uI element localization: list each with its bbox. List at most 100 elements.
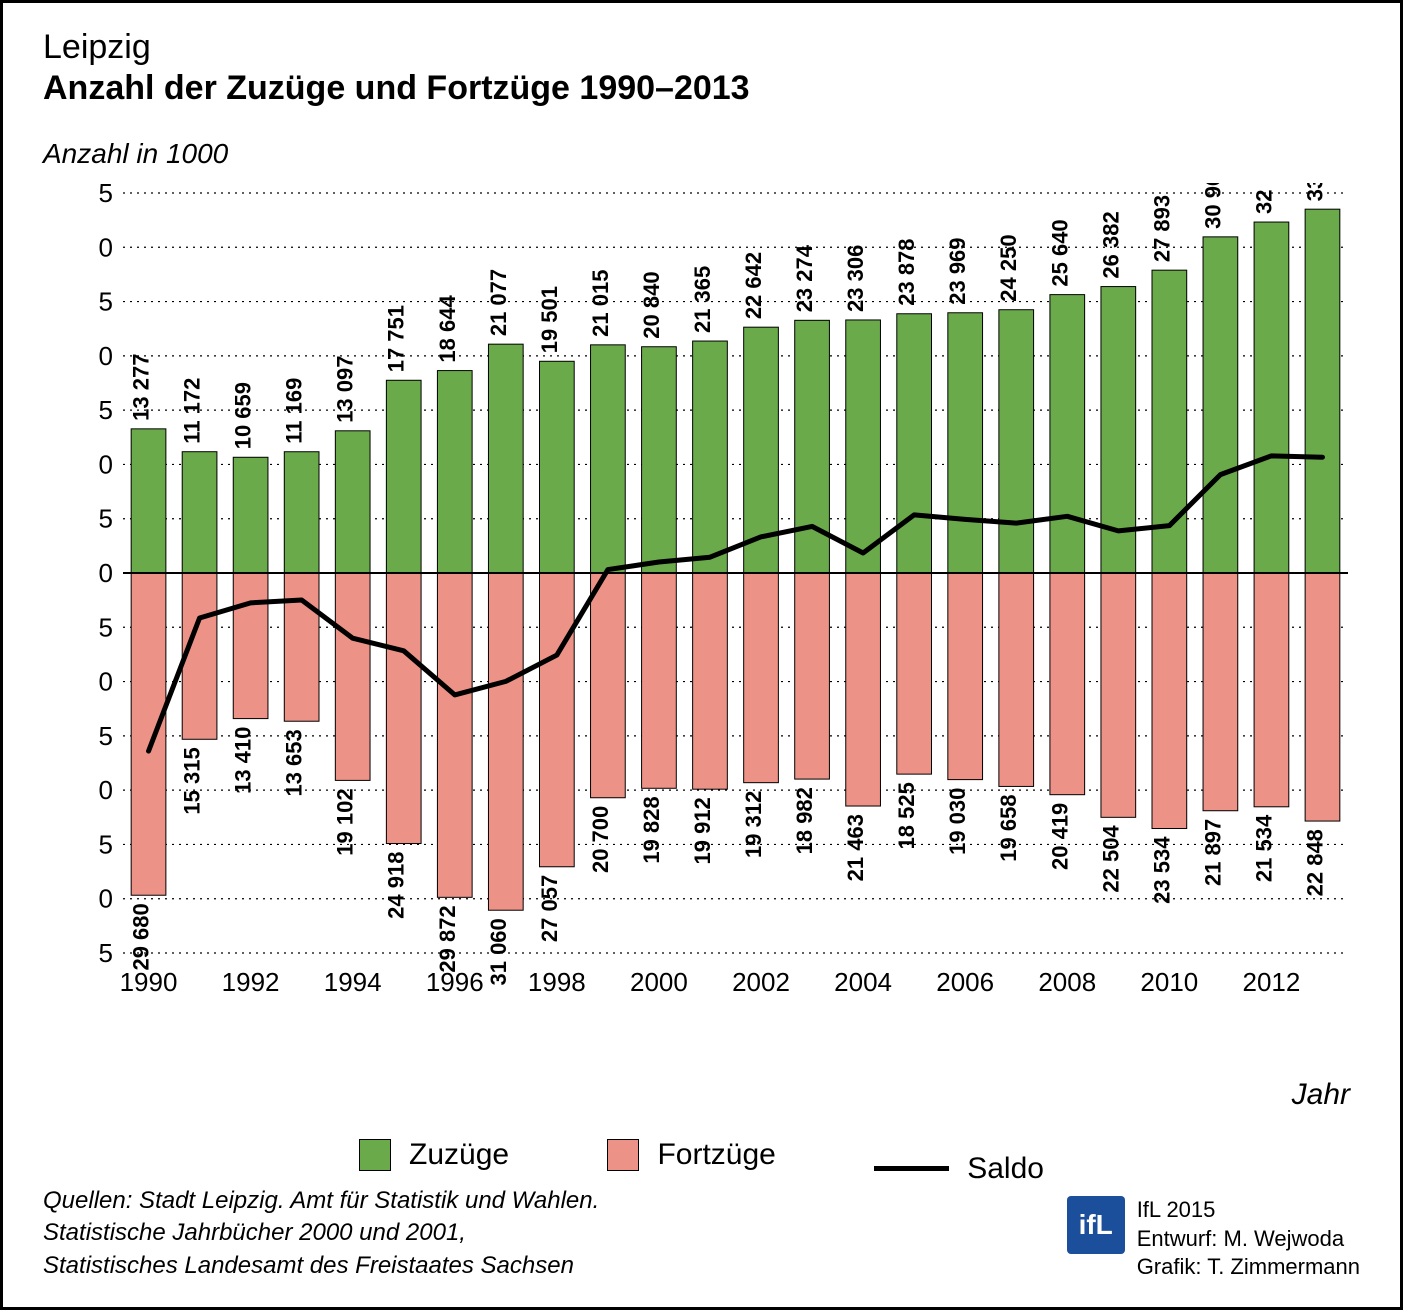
svg-text:19 312: 19 312 [741,791,766,858]
svg-text:10: 10 [98,449,113,479]
svg-text:29 872: 29 872 [435,905,460,972]
swatch-fortzuege [607,1139,639,1171]
svg-text:22 848: 22 848 [1302,829,1327,896]
plot-area: 13 277 29 680 11 172 15 315 10 659 13 410 11 1… [98,183,1358,1003]
svg-text:23 274: 23 274 [792,244,817,312]
svg-text:19 828: 19 828 [639,796,664,863]
credit-design: Entwurf: M. Wejwoda [1137,1225,1360,1254]
svg-text:18 982: 18 982 [792,787,817,854]
svg-text:22 504: 22 504 [1098,825,1123,893]
svg-text:21 897: 21 897 [1200,819,1225,886]
x-axis-title: Jahr [1292,1078,1350,1112]
svg-text:33 510: 33 510 [1302,183,1327,201]
svg-text:32 325: 32 325 [1251,183,1276,214]
chart-svg: 13 277 29 680 11 172 15 315 10 659 13 410 11 1… [98,183,1358,1003]
svg-text:19 912: 19 912 [690,797,715,864]
svg-text:27 893: 27 893 [1149,195,1174,262]
swatch-zuzuege [359,1139,391,1171]
svg-text:13 277: 13 277 [129,354,154,421]
svg-text:2006: 2006 [936,967,994,997]
svg-text:5: 5 [99,504,113,534]
svg-text:35: 35 [98,183,113,208]
source-line-3: Statistisches Landesamt des Freistaates … [43,1250,599,1282]
svg-text:21 463: 21 463 [843,814,868,881]
svg-text:-25: -25 [98,829,113,859]
svg-text:0: 0 [99,558,113,588]
credit-block: ifL IfL 2015 Entwurf: M. Wejwoda Grafik:… [1067,1196,1360,1282]
source-citation: Quellen: Stadt Leipzig. Amt für Statisti… [43,1185,599,1282]
title-block: Leipzig Anzahl der Zuzüge und Fortzüge 1… [43,28,750,108]
svg-text:19 658: 19 658 [996,794,1021,861]
legend-label-fortzuege: Fortzüge [657,1138,775,1172]
svg-text:21 534: 21 534 [1251,814,1276,882]
svg-text:2012: 2012 [1243,967,1301,997]
svg-text:23 534: 23 534 [1149,836,1174,904]
svg-text:15 315: 15 315 [180,747,205,814]
svg-text:27 057: 27 057 [537,875,562,942]
svg-text:22 642: 22 642 [741,252,766,319]
svg-text:-10: -10 [98,667,113,697]
chart-title: Anzahl der Zuzüge und Fortzüge 1990–2013 [43,69,750,108]
svg-text:-30: -30 [98,884,113,914]
svg-text:2010: 2010 [1140,967,1198,997]
svg-text:13 653: 13 653 [282,729,307,796]
svg-text:2008: 2008 [1038,967,1096,997]
svg-text:23 306: 23 306 [843,245,868,312]
svg-text:30 961: 30 961 [1200,183,1225,229]
svg-text:1990: 1990 [120,967,178,997]
svg-text:-35: -35 [98,938,113,968]
svg-text:20 419: 20 419 [1047,803,1072,870]
svg-text:26 382: 26 382 [1098,211,1123,278]
svg-text:20 840: 20 840 [639,271,664,338]
svg-text:21 015: 21 015 [588,270,613,337]
svg-text:10 659: 10 659 [231,382,256,449]
svg-text:24 918: 24 918 [384,852,409,919]
svg-text:25 640: 25 640 [1047,219,1072,286]
swatch-saldo-line [874,1166,949,1171]
source-line-2: Statistische Jahrbücher 2000 und 2001, [43,1217,599,1249]
svg-text:1992: 1992 [222,967,280,997]
svg-text:20 700: 20 700 [588,806,613,873]
ifl-logo: ifL [1067,1196,1125,1254]
legend-label-saldo: Saldo [967,1152,1044,1186]
svg-text:23 878: 23 878 [894,238,919,305]
y-axis-title: Anzahl in 1000 [43,138,228,170]
svg-text:11 172: 11 172 [180,378,205,444]
svg-text:2000: 2000 [630,967,688,997]
source-line-1: Quellen: Stadt Leipzig. Amt für Statisti… [43,1185,599,1217]
svg-text:2002: 2002 [732,967,790,997]
svg-text:19 102: 19 102 [333,788,358,855]
svg-text:17 751: 17 751 [384,305,409,372]
svg-text:21 365: 21 365 [690,266,715,333]
svg-text:18 644: 18 644 [435,295,460,363]
svg-text:29 680: 29 680 [129,903,154,970]
svg-text:11 169: 11 169 [282,378,307,444]
credit-graphics: Grafik: T. Zimmermann [1137,1253,1360,1282]
svg-text:13 097: 13 097 [333,356,358,423]
legend: Zuzüge Fortzüge Saldo [3,1138,1400,1186]
svg-text:18 525: 18 525 [894,782,919,849]
legend-fortzuege: Fortzüge [607,1138,775,1172]
city-name: Leipzig [43,28,750,67]
svg-text:13 410: 13 410 [231,727,256,794]
svg-text:-20: -20 [98,775,113,805]
credit-text: IfL 2015 Entwurf: M. Wejwoda Grafik: T. … [1137,1196,1360,1282]
legend-label-zuzuege: Zuzüge [409,1138,509,1172]
svg-text:30: 30 [98,232,113,262]
svg-text:23 969: 23 969 [945,237,970,304]
svg-text:20: 20 [98,341,113,371]
svg-text:-15: -15 [98,721,113,751]
svg-text:1998: 1998 [528,967,586,997]
svg-text:19 030: 19 030 [945,788,970,855]
credit-year: IfL 2015 [1137,1196,1360,1225]
svg-text:31 060: 31 060 [486,918,511,985]
svg-text:24 250: 24 250 [996,234,1021,301]
svg-text:15: 15 [98,395,113,425]
legend-saldo: Saldo [874,1152,1044,1186]
svg-text:-5: -5 [98,612,113,642]
svg-text:1994: 1994 [324,967,382,997]
chart-frame: Leipzig Anzahl der Zuzüge und Fortzüge 1… [0,0,1403,1310]
svg-text:21 077: 21 077 [486,269,511,336]
svg-text:2004: 2004 [834,967,892,997]
legend-zuzuege: Zuzüge [359,1138,509,1172]
